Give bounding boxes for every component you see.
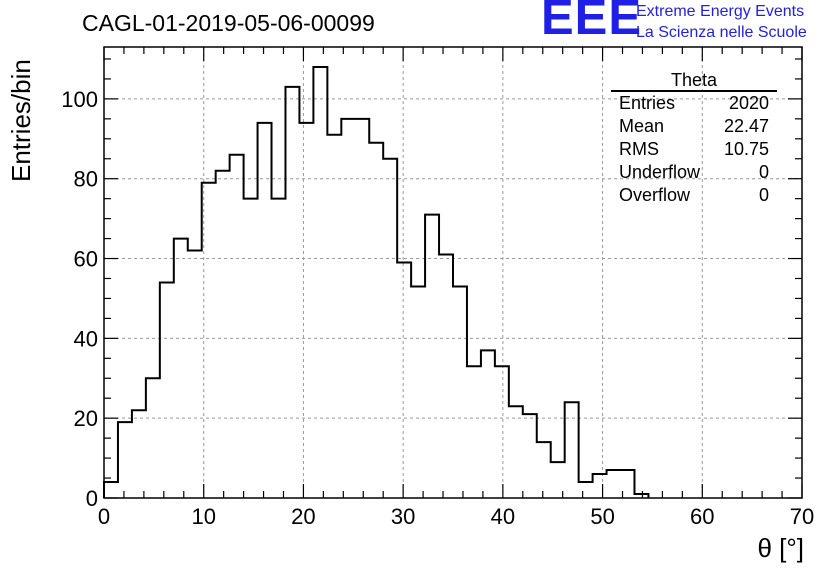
chart-title: CAGL-01-2019-05-06-00099 bbox=[82, 10, 375, 36]
y-tick-label: 40 bbox=[74, 326, 98, 351]
histogram-bin bbox=[188, 251, 202, 498]
histogram-bin bbox=[481, 350, 495, 498]
x-tick-label: 60 bbox=[690, 504, 714, 529]
histogram-bin bbox=[272, 199, 286, 498]
y-tick-label: 0 bbox=[86, 486, 98, 511]
histogram-bin bbox=[146, 378, 160, 498]
histogram-bin bbox=[341, 119, 355, 498]
histogram-bin bbox=[425, 215, 439, 498]
stats-label: RMS bbox=[619, 139, 659, 159]
histogram-bin bbox=[397, 263, 411, 498]
x-tick-label: 30 bbox=[391, 504, 415, 529]
histogram-bin bbox=[202, 183, 216, 498]
stats-value: 2020 bbox=[728, 93, 769, 113]
histogram-bin bbox=[230, 155, 244, 498]
x-axis-label: θ [°] bbox=[757, 533, 804, 563]
y-tick-label: 60 bbox=[74, 247, 98, 272]
eee-logo: EEE bbox=[541, 0, 643, 45]
histogram-bin bbox=[551, 462, 565, 498]
y-tick-label: 80 bbox=[74, 167, 98, 192]
histogram-bin bbox=[467, 366, 481, 498]
histogram-bin bbox=[509, 406, 523, 498]
histogram-bin bbox=[355, 119, 369, 498]
histogram-bin bbox=[258, 123, 272, 498]
logo-text-line1: Extreme Energy Events bbox=[636, 3, 805, 20]
histogram-bin bbox=[593, 474, 607, 498]
histogram-bin bbox=[453, 286, 467, 498]
histogram-bin bbox=[160, 282, 174, 498]
x-tick-label: 70 bbox=[790, 504, 814, 529]
histogram-bin bbox=[313, 67, 327, 498]
stats-row-underflow: Underflow 0 bbox=[619, 161, 769, 183]
stats-value: 22.47 bbox=[723, 116, 769, 136]
x-tick-label: 40 bbox=[491, 504, 515, 529]
stats-row-overflow: Overflow 0 bbox=[619, 184, 769, 206]
stats-label: Overflow bbox=[619, 185, 691, 205]
histogram-bin bbox=[383, 159, 397, 498]
y-axis-label: Entries/bin bbox=[6, 59, 36, 182]
histogram-bin bbox=[299, 123, 313, 498]
stats-value: 10.75 bbox=[723, 139, 769, 159]
stats-row-mean: Mean 22.47 bbox=[619, 115, 769, 137]
histogram-bin bbox=[523, 414, 537, 498]
x-tick-label: 0 bbox=[98, 504, 110, 529]
histogram-bin bbox=[327, 135, 341, 498]
histogram-bin bbox=[537, 442, 551, 498]
histogram-bin bbox=[216, 171, 230, 498]
y-tick-label: 20 bbox=[74, 406, 98, 431]
histogram-bins bbox=[104, 67, 648, 498]
histogram-bin bbox=[104, 482, 118, 498]
histogram-bin bbox=[495, 366, 509, 498]
logo-text-line2: La Scienza nelle Scuole bbox=[636, 24, 807, 41]
histogram-bin bbox=[579, 482, 593, 498]
stats-label: Underflow bbox=[619, 162, 701, 182]
x-tick-label: 10 bbox=[191, 504, 215, 529]
stats-label: Mean bbox=[619, 116, 665, 136]
histogram-bin bbox=[244, 199, 258, 498]
x-tick-label: 20 bbox=[291, 504, 315, 529]
stats-label: Entries bbox=[619, 93, 676, 113]
histogram-bin bbox=[174, 239, 188, 498]
plot-frame bbox=[103, 46, 803, 499]
stats-value: 0 bbox=[758, 162, 769, 182]
stats-row-entries: Entries 2020 bbox=[619, 92, 769, 114]
y-tick-label: 100 bbox=[61, 87, 98, 112]
histogram-bin bbox=[132, 410, 146, 498]
stats-title: Theta bbox=[611, 70, 777, 92]
histogram-bin bbox=[621, 470, 635, 498]
histogram-bin bbox=[285, 87, 299, 498]
histogram-outline bbox=[103, 65, 650, 498]
histogram-bin bbox=[411, 286, 425, 498]
histogram-bin bbox=[118, 422, 132, 498]
histogram-bin bbox=[369, 143, 383, 498]
histogram-bin bbox=[439, 255, 453, 498]
histogram-bin bbox=[607, 470, 621, 498]
tick-labels: 0 10 20 30 40 50 60 70 0 20 40 60 80 100 bbox=[61, 87, 814, 529]
histogram-bin bbox=[565, 402, 579, 498]
stats-value: 0 bbox=[758, 185, 769, 205]
x-tick-label: 50 bbox=[590, 504, 614, 529]
stats-row-rms: RMS 10.75 bbox=[619, 138, 769, 160]
